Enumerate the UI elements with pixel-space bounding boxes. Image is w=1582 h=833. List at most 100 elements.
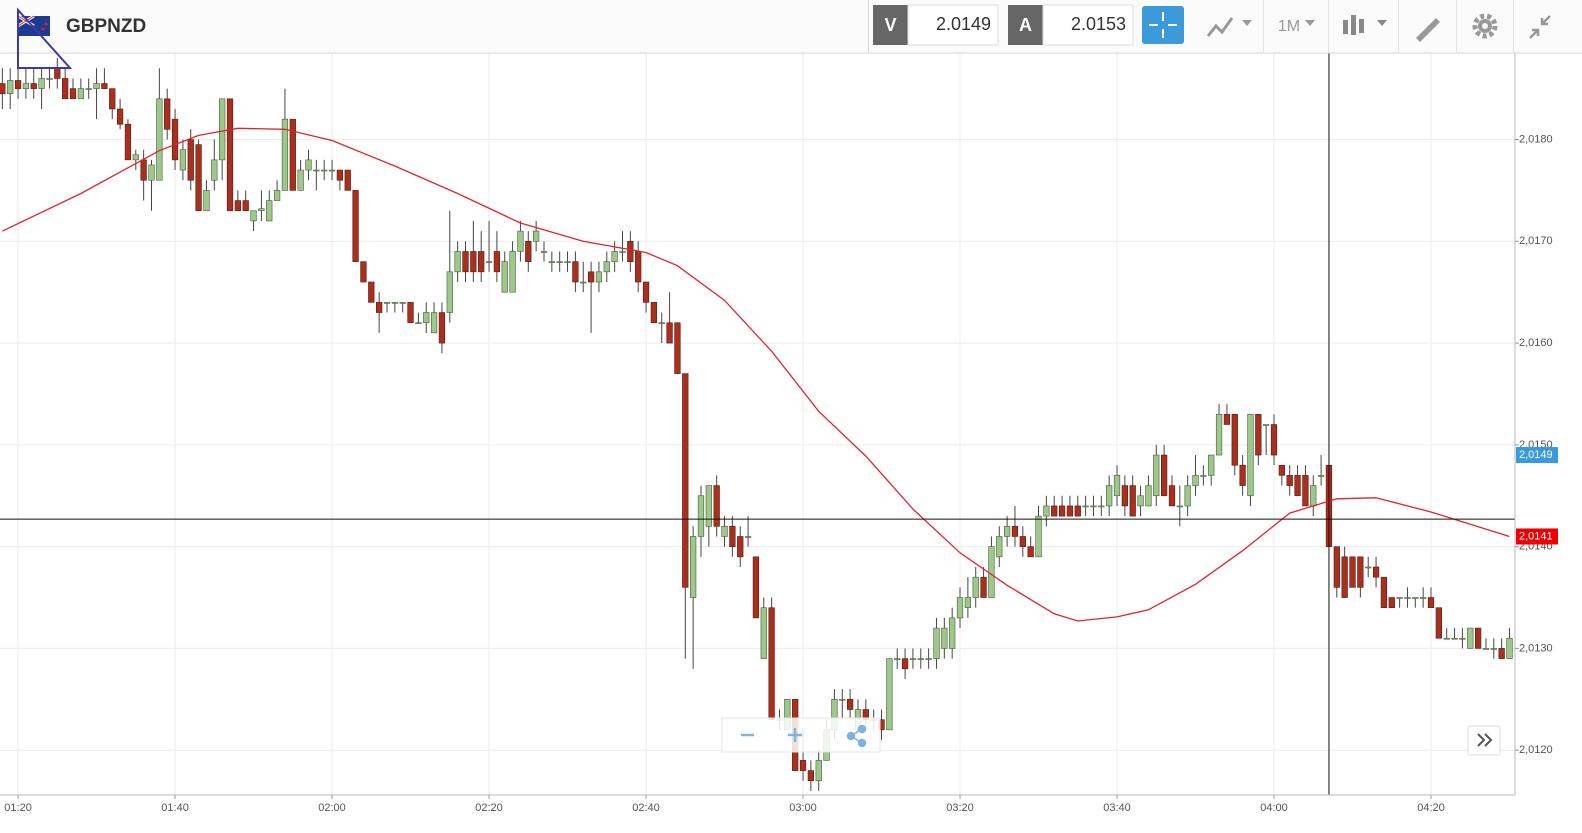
candle-body — [540, 251, 548, 253]
candle-body — [815, 760, 822, 782]
separator — [1513, 0, 1514, 53]
candle-body — [336, 169, 344, 181]
candle-body — [1231, 414, 1238, 466]
candle-body — [140, 159, 147, 181]
x-tick-label: 02:00 — [318, 802, 346, 814]
candle-body — [62, 78, 69, 100]
candle-body — [509, 251, 516, 293]
candle-body — [1263, 424, 1270, 426]
collapse-button[interactable] — [1529, 15, 1551, 39]
candle-body — [941, 627, 948, 649]
price-label-box — [1516, 528, 1558, 545]
candle-body — [1412, 597, 1419, 599]
candle-body — [156, 98, 163, 181]
ask-button[interactable] — [1008, 5, 1043, 45]
candle-body — [1317, 475, 1325, 477]
candle-body — [321, 169, 328, 172]
candle-body — [847, 699, 854, 710]
candle-body — [572, 261, 579, 283]
candle-body — [1365, 566, 1372, 569]
candle-body — [242, 200, 249, 212]
x-tick-label: 03:00 — [789, 802, 817, 814]
candle-body — [996, 536, 1003, 558]
candle-body — [101, 83, 108, 89]
grid — [0, 53, 1515, 795]
candle-body — [1247, 414, 1254, 497]
candle-body — [1019, 536, 1026, 547]
candle-body — [650, 302, 658, 324]
drawing-triangle[interactable] — [17, 7, 73, 69]
candle-body — [1153, 454, 1160, 497]
symbol: GBPNZD — [66, 16, 146, 37]
candle-body — [980, 576, 987, 598]
candle-body — [171, 118, 179, 161]
candle-body — [116, 108, 124, 125]
timeframe[interactable]: 1M — [1278, 18, 1300, 35]
candle-body — [548, 261, 555, 263]
indicators-button[interactable] — [1206, 17, 1252, 37]
y-tick-label: 2,0120 — [1519, 744, 1553, 756]
candle-body — [721, 525, 728, 537]
candle-body — [1310, 485, 1317, 507]
candle-body — [1474, 627, 1482, 649]
candle-body — [46, 78, 53, 80]
draw-button[interactable] — [1416, 18, 1440, 42]
zoom-in[interactable] — [788, 728, 802, 742]
candle-body — [187, 139, 194, 181]
crosshair-button[interactable] — [1142, 6, 1184, 44]
candle-body — [1420, 597, 1427, 599]
candle-body — [517, 230, 524, 252]
crosshair-icon — [1149, 12, 1177, 38]
candle-body — [1490, 648, 1497, 650]
candle-body — [697, 495, 705, 537]
candle-body — [1090, 505, 1097, 508]
x-tick-label: 01:20 — [4, 802, 32, 814]
candle-body — [1396, 597, 1403, 599]
candle-body — [799, 760, 807, 771]
x-tick-label: 04:20 — [1417, 802, 1445, 814]
candle-body — [485, 261, 493, 263]
bid-box[interactable] — [907, 4, 999, 46]
candle-body — [635, 251, 642, 283]
candle-body — [1302, 475, 1309, 507]
bid-button[interactable] — [873, 5, 908, 45]
candle-body — [179, 149, 187, 171]
candle-body — [77, 88, 84, 100]
candle-body — [14, 80, 22, 89]
candle-body — [391, 302, 398, 304]
candle-body — [69, 88, 77, 100]
candle-body — [383, 302, 391, 304]
candle-body — [666, 322, 673, 344]
candle-body — [1145, 485, 1152, 507]
candle-body — [917, 658, 924, 660]
flag-icon — [17, 14, 50, 36]
candle-body — [1427, 597, 1435, 609]
candle-body — [344, 169, 351, 191]
candle-body — [972, 576, 979, 598]
candle-body — [525, 240, 532, 262]
candle-body — [1011, 525, 1019, 537]
candle-body — [1051, 505, 1058, 517]
candle-body — [1082, 505, 1089, 508]
candle-body — [925, 658, 932, 660]
candle-body — [1270, 424, 1278, 456]
price-label: 2,0149 — [1519, 449, 1553, 461]
candle-body — [493, 251, 501, 273]
candle-body — [901, 658, 909, 670]
candle-body — [313, 169, 320, 172]
share-button[interactable] — [846, 724, 867, 748]
candle-body — [1294, 475, 1301, 497]
candle-body — [1451, 637, 1458, 640]
y-tick-label: 2,0170 — [1519, 235, 1553, 247]
chart-type-button[interactable] — [1343, 15, 1387, 35]
ask-box[interactable] — [1042, 4, 1134, 46]
candle-body — [964, 597, 971, 609]
candle-body — [1074, 505, 1081, 517]
candle-body — [446, 271, 453, 313]
settings-button[interactable] — [1472, 13, 1498, 39]
candle-body — [109, 88, 116, 110]
candle-body — [1121, 485, 1128, 507]
bid-price: 2.0149 — [936, 14, 991, 34]
